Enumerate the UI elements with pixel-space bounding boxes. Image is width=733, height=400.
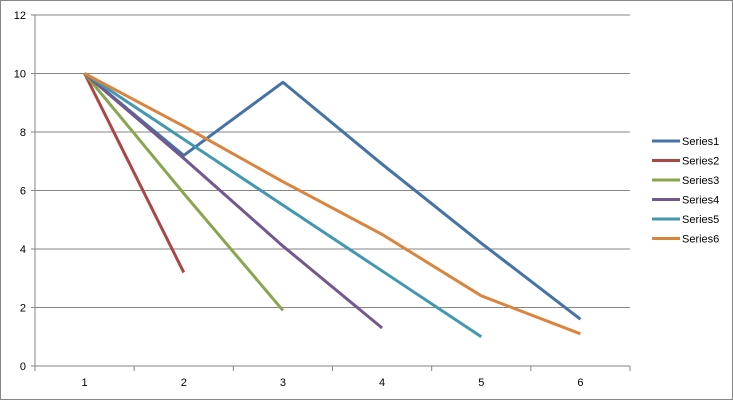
legend-label: Series6	[682, 234, 719, 246]
y-tick-label: 4	[20, 244, 26, 256]
legend-label: Series4	[682, 195, 719, 207]
y-tick-label: 10	[14, 69, 26, 81]
y-tick-label: 0	[20, 361, 26, 373]
x-tick-label: 6	[577, 377, 583, 389]
y-tick-label: 12	[14, 10, 26, 22]
x-tick-label: 1	[82, 377, 88, 389]
legend-label: Series3	[682, 175, 719, 187]
series-line-series3	[83, 72, 285, 312]
y-tick-label: 6	[20, 186, 26, 198]
x-tick-label: 3	[280, 377, 286, 389]
series-line-series2	[83, 72, 186, 274]
series-line-series6	[83, 72, 581, 336]
series-line-series5	[83, 72, 483, 338]
y-tick-label: 2	[20, 303, 26, 315]
x-tick-label: 4	[379, 377, 385, 389]
series-line-series1	[83, 72, 582, 321]
x-tick-label: 5	[478, 377, 484, 389]
legend-label: Series2	[682, 156, 719, 168]
legend-label: Series1	[682, 136, 719, 148]
legend-label: Series5	[682, 214, 719, 226]
y-tick-label: 8	[20, 127, 26, 139]
x-tick-label: 2	[181, 377, 187, 389]
series-line-series4	[83, 72, 384, 330]
